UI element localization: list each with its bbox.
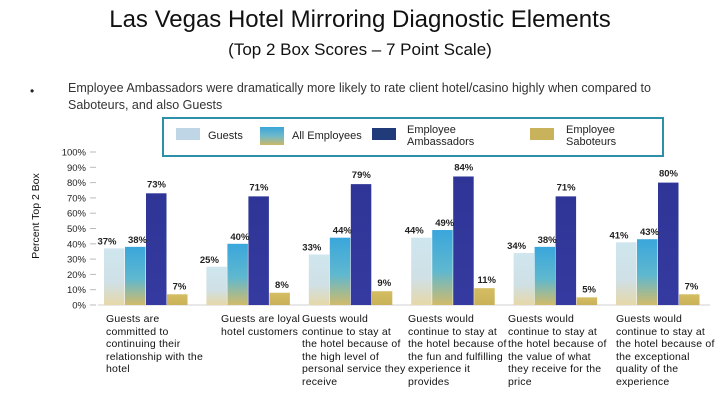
y-tick-label: 100% (62, 148, 87, 159)
legend-swatch-saboteurs (530, 128, 554, 140)
data-label: 71% (557, 182, 577, 193)
bar-employee-ambassadors (453, 176, 474, 305)
summary-note: Employee Ambassadors were dramatically m… (68, 81, 651, 112)
bar-guests (411, 237, 432, 305)
data-label: 11% (477, 275, 496, 286)
x-category-label: Guests would continue to stay at the hot… (508, 313, 607, 388)
bar-guests (616, 242, 637, 305)
y-tick-label: 0% (72, 301, 86, 312)
legend-swatch-all-employees (260, 127, 284, 145)
bar-employee-saboteurs (679, 294, 700, 305)
legend-label-guests: Guests (208, 130, 243, 142)
bar-all-employees (125, 246, 146, 305)
data-label: 49% (435, 218, 455, 229)
y-tick-label: 70% (67, 193, 87, 204)
page-title: Las Vegas Hotel Mirroring Diagnostic Ele… (109, 6, 611, 33)
y-tick-label: 60% (67, 209, 87, 220)
data-label: 38% (128, 235, 148, 246)
data-label: 5% (582, 284, 596, 295)
y-tick-label: 10% (67, 285, 87, 296)
bar-employee-ambassadors (146, 193, 167, 305)
legend-label-saboteurs: Employee Saboteurs (566, 124, 617, 148)
legend-swatch-ambassadors (372, 128, 396, 140)
bar-guests (513, 252, 535, 305)
x-category-label: Guests would continue to stay at the hot… (302, 313, 406, 388)
data-label: 80% (659, 169, 679, 180)
data-label: 37% (97, 236, 117, 247)
bar-employee-ambassadors (658, 182, 679, 305)
y-tick-label: 90% (67, 163, 87, 174)
bar-all-employees (329, 237, 351, 305)
y-tick-label: 80% (67, 178, 87, 189)
data-label: 7% (173, 281, 187, 292)
bar-all-employees (637, 239, 658, 305)
bar-employee-saboteurs (269, 292, 290, 305)
bar-employee-saboteurs (371, 291, 393, 305)
bar-employee-saboteurs (474, 288, 495, 305)
bar-employee-saboteurs (167, 294, 188, 305)
data-label: 25% (200, 255, 220, 266)
bar-all-employees (432, 230, 453, 305)
y-tick-label: 30% (67, 255, 87, 266)
bar-guests (206, 266, 227, 305)
data-label: 79% (352, 170, 372, 181)
x-category-label: Guests would continue to stay at the hot… (408, 313, 507, 388)
x-category-label: Guests are committed to continuing their… (106, 313, 204, 375)
data-label: 43% (640, 227, 660, 238)
data-label: 7% (685, 281, 699, 292)
y-tick-label: 40% (67, 239, 87, 250)
y-tick-label: 20% (67, 270, 87, 281)
legend-label-ambassadors: Employee Ambassadors (407, 124, 475, 148)
y-tick-label: 50% (67, 224, 87, 235)
data-label: 44% (333, 226, 353, 237)
x-category-label: Guests are loyal hotel customers (221, 313, 301, 338)
data-label: 73% (147, 179, 167, 190)
chart-legend: Guests All Employees Employee Ambassador… (162, 117, 664, 157)
data-label: 40% (230, 232, 250, 243)
bar-all-employees (534, 246, 556, 305)
data-label: 38% (538, 235, 558, 246)
data-label: 41% (609, 230, 629, 241)
page-subtitle: (Top 2 Box Scores – 7 Point Scale) (228, 40, 492, 59)
bar-employee-ambassadors (248, 196, 269, 305)
data-label: 71% (249, 182, 269, 193)
legend-swatch-guests (176, 128, 200, 140)
data-label: 84% (454, 162, 474, 173)
bar-employee-ambassadors (555, 196, 577, 305)
legend-label-all-employees: All Employees (292, 130, 362, 142)
data-label: 34% (507, 241, 527, 252)
bar-guests (308, 254, 330, 305)
bar-all-employees (227, 243, 248, 305)
bar-guests (104, 248, 125, 305)
bar-employee-ambassadors (350, 184, 372, 305)
x-category-label: Guests would continue to stay at the hot… (616, 313, 715, 388)
data-label: 33% (302, 243, 322, 254)
data-label: 44% (405, 226, 425, 237)
data-label: 9% (377, 278, 391, 289)
bar-employee-saboteurs (576, 297, 598, 305)
bullet-marker: • (30, 84, 35, 98)
data-label: 8% (275, 280, 289, 291)
